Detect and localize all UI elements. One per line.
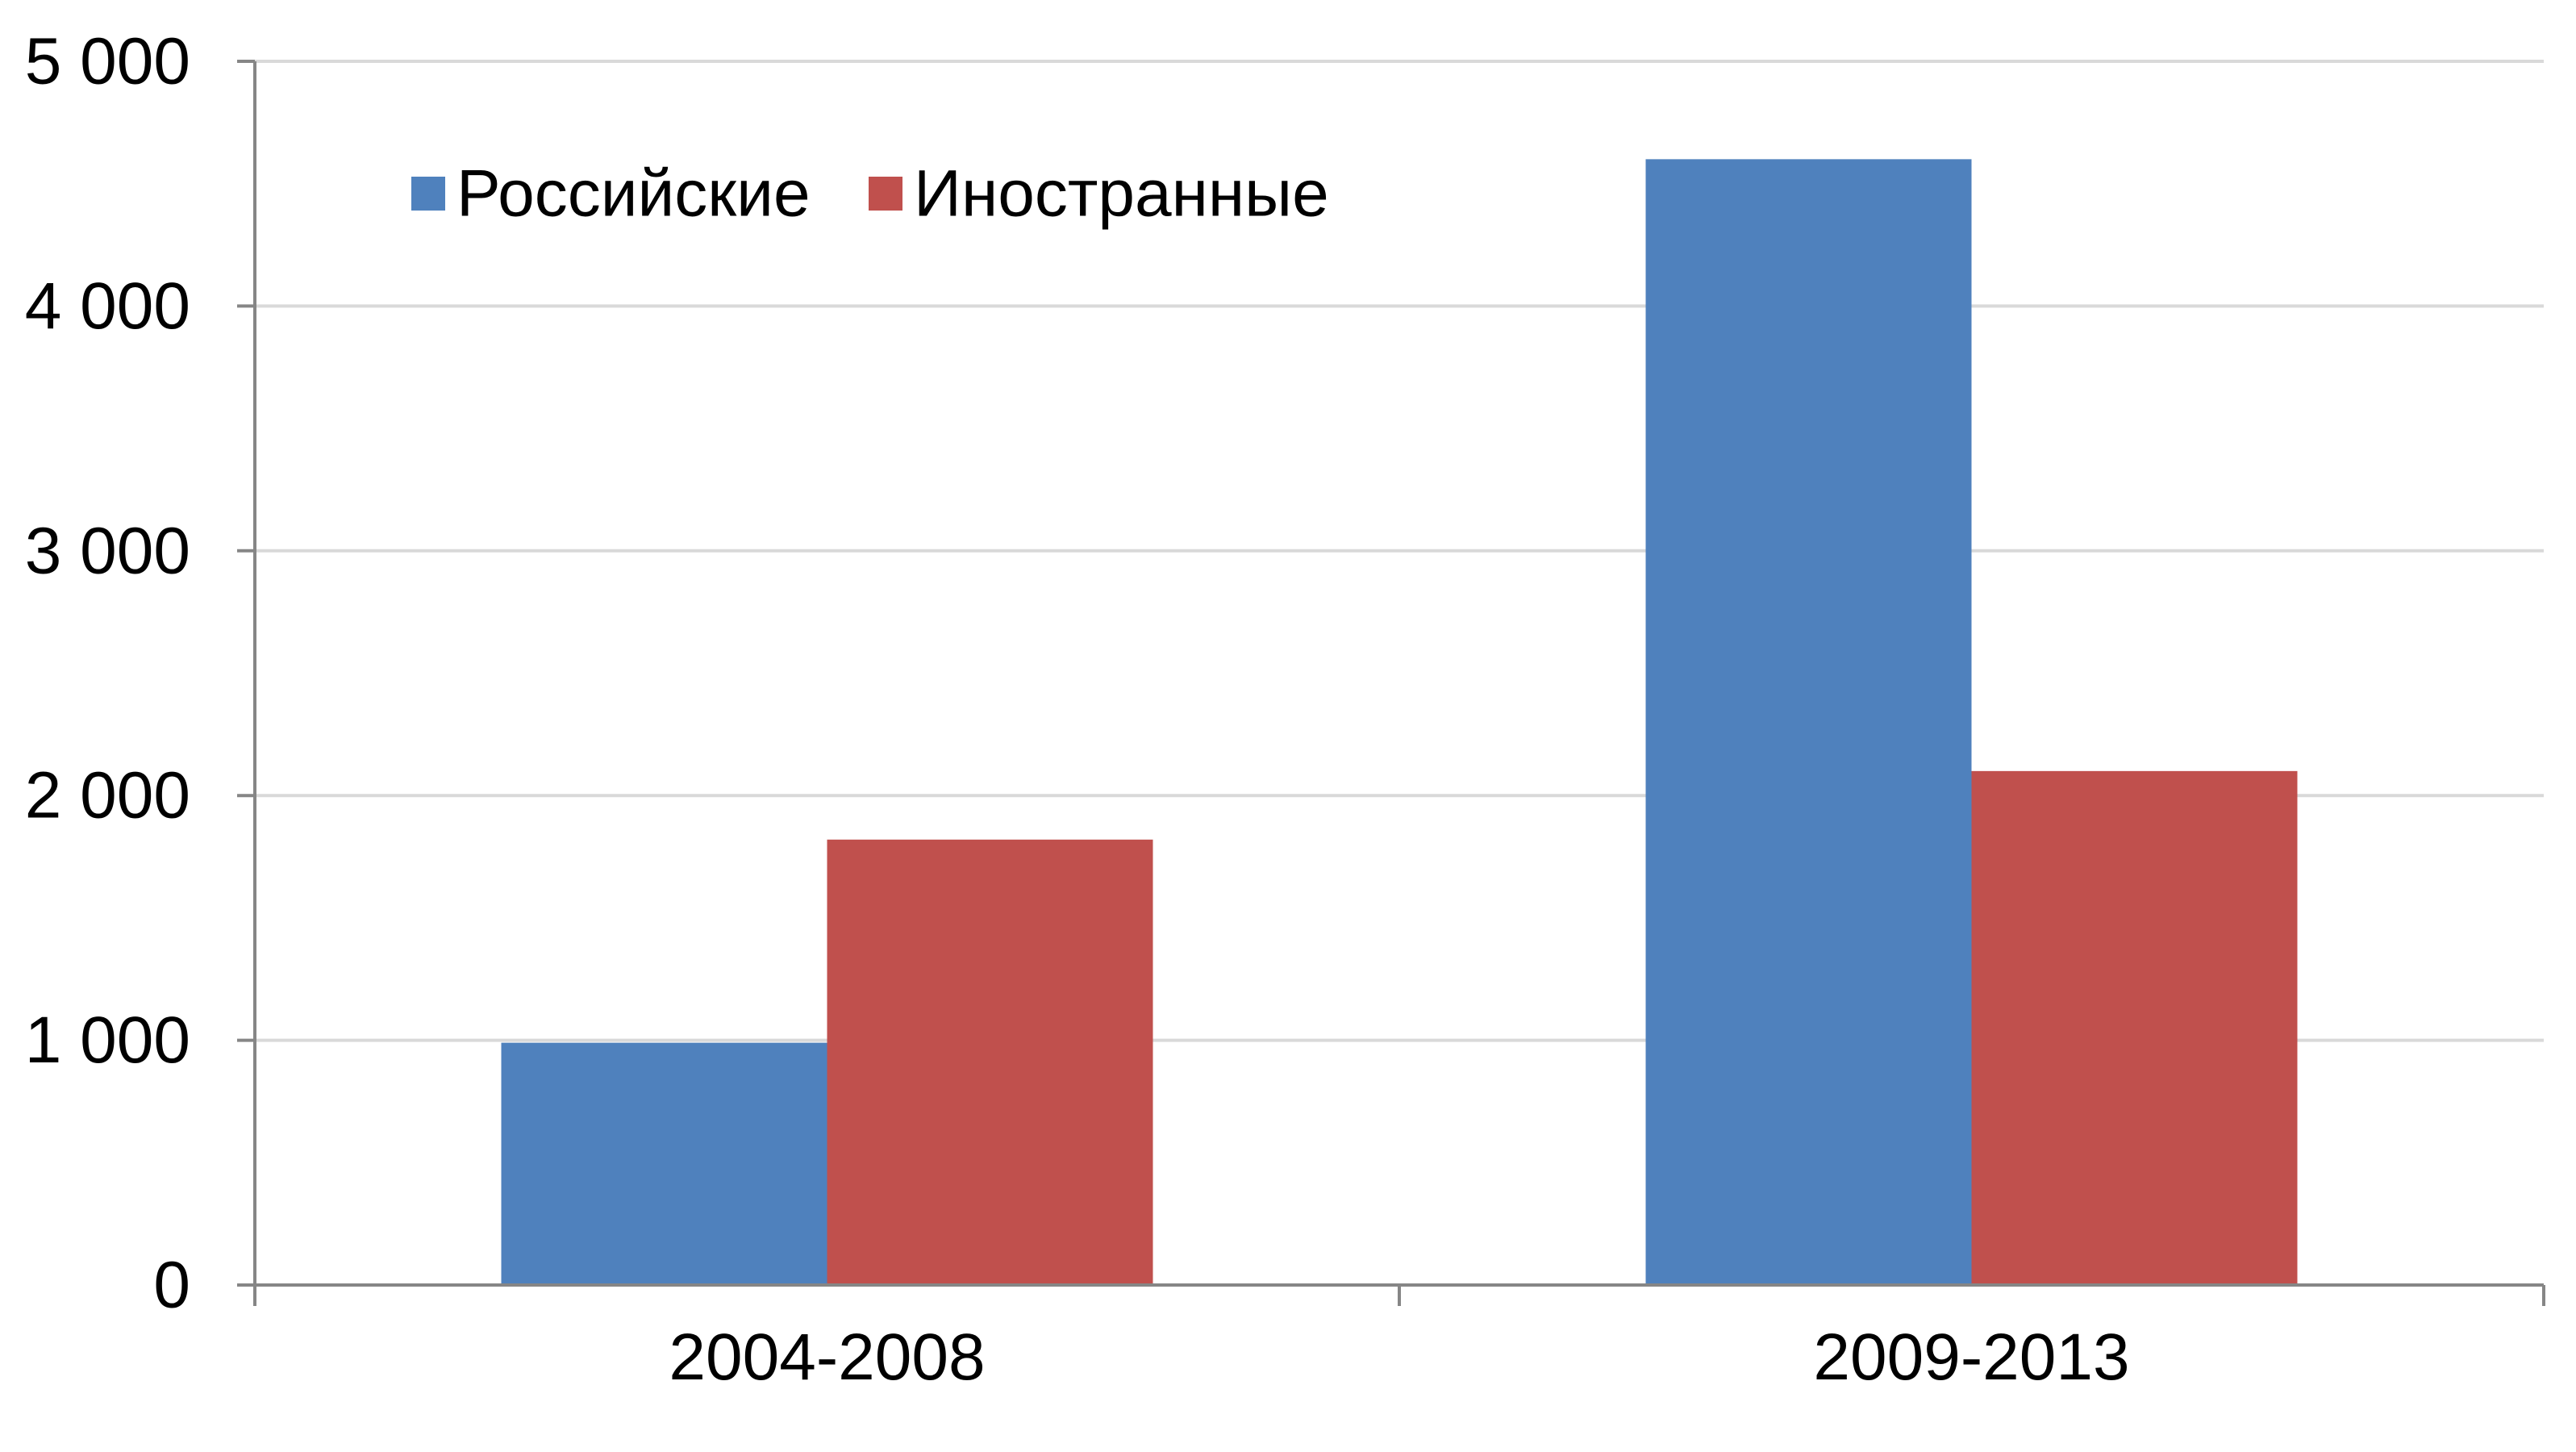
legend-swatch	[411, 177, 445, 211]
x-tick-label: 2004-2008	[669, 1321, 985, 1394]
bar-0-1	[1645, 159, 1972, 1286]
legend-label: Иностранные	[914, 157, 1329, 231]
bar-1-0	[827, 839, 1153, 1285]
y-tick-label: 1 000	[25, 1003, 190, 1077]
x-tick-label: 2009-2013	[1813, 1321, 2129, 1394]
legend: Российские Иностранные	[411, 157, 1329, 231]
y-tick-label: 0	[153, 1249, 190, 1322]
y-tick-label: 2 000	[25, 759, 190, 832]
y-tick-label: 5 000	[25, 25, 190, 98]
y-tick-label: 3 000	[25, 514, 190, 587]
tick-labels: 0 1 000 2 000 3 000 4 000 5 000 2004-2008 2009-…	[25, 25, 2130, 1395]
legend-label: Российские	[456, 157, 811, 231]
axes	[237, 60, 2545, 1306]
bar-1-1	[1971, 770, 2298, 1285]
y-tick-label: 4 000	[25, 269, 190, 343]
bars	[501, 159, 2298, 1286]
legend-swatch	[869, 177, 902, 211]
bar-0-0	[501, 1042, 827, 1285]
